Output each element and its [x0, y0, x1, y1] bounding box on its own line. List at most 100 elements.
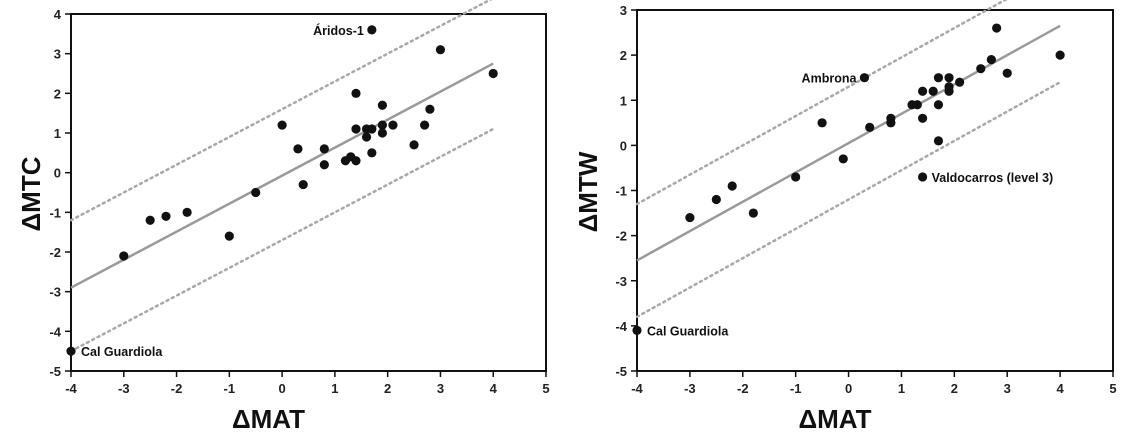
data-point [986, 55, 996, 65]
y-tick-label: 4 [54, 7, 62, 22]
y-tick-label: -1 [49, 205, 61, 220]
y-tick-label: -3 [49, 285, 61, 300]
x-tick-label: 2 [951, 381, 958, 396]
data-point [791, 172, 801, 182]
y-axis-label: ΔMTC [16, 156, 46, 231]
data-point [435, 45, 446, 55]
y-tick-label: -4 [615, 319, 627, 334]
data-point [319, 160, 329, 170]
point-annotation: Cal Guardiola [81, 345, 163, 359]
y-tick-label: -4 [49, 324, 61, 339]
upper-bound-line [69, 0, 493, 222]
data-point [992, 23, 1002, 33]
y-tick-label: 0 [54, 166, 61, 181]
data-point [632, 325, 642, 335]
y-tick-label: 2 [620, 48, 627, 63]
x-tick-label: 1 [898, 381, 905, 396]
data-point [420, 120, 430, 130]
data-point [711, 194, 721, 205]
data-point [918, 172, 928, 182]
data-point [912, 100, 922, 110]
data-point [748, 208, 758, 218]
x-axis-label: ΔMAT [232, 404, 305, 434]
x-axis-label: ΔMAT [798, 404, 871, 434]
x-tick-label: 5 [1109, 381, 1116, 396]
y-tick-label: -2 [49, 245, 61, 260]
data-point [727, 181, 737, 191]
data-point [933, 136, 944, 146]
data-point [928, 86, 938, 96]
data-point [918, 113, 928, 123]
y-tick-label: 1 [620, 93, 627, 108]
x-tick-label: 1 [331, 381, 338, 396]
x-tick-label: -1 [790, 381, 802, 396]
data-point [251, 187, 261, 198]
x-tick-label: 3 [1004, 381, 1011, 396]
data-point [933, 100, 944, 110]
upper-bound-line [635, 0, 1008, 206]
data-point [817, 118, 827, 128]
point-annotation: Áridos-1 [313, 23, 364, 38]
x-tick-label: 0 [845, 381, 852, 396]
lower-bound-line [635, 80, 1062, 319]
data-point [182, 207, 192, 217]
y-axis-label: ΔMTW [573, 151, 603, 232]
data-point [944, 73, 954, 83]
y-tick-label: -1 [615, 184, 627, 199]
data-point [918, 86, 928, 96]
x-tick-label: 3 [437, 381, 444, 396]
data-point [859, 73, 870, 83]
x-tick-label: -4 [65, 381, 77, 396]
x-tick-label: -1 [224, 381, 236, 396]
data-point [933, 73, 944, 83]
y-tick-label: 0 [620, 138, 627, 153]
x-tick-label: 0 [278, 381, 285, 396]
data-point [66, 346, 76, 356]
x-tick-label: -2 [171, 381, 183, 396]
data-point [976, 64, 986, 74]
data-point [351, 124, 361, 134]
data-point [1002, 68, 1012, 78]
data-point [944, 86, 954, 96]
lower-bound-line [69, 127, 495, 353]
point-annotation: Valdocarros (level 3) [932, 171, 1054, 185]
regression-line [70, 62, 494, 289]
x-tick-label: -4 [631, 381, 643, 396]
x-tick-label: 2 [384, 381, 391, 396]
chart-panel-2: -4 -3 -2 -1 0 1 2 3 4 5 -5 -4 -3 -2 -1 0 1 2 3 ΔMAT ΔMTW Cal … [573, 0, 1117, 434]
y-tick-label: -3 [615, 274, 627, 289]
x-tick-label: 4 [1056, 381, 1064, 396]
data-point [1055, 50, 1065, 60]
x-tick-label: -3 [118, 381, 130, 396]
x-tick-label: -2 [737, 381, 749, 396]
data-point [367, 124, 377, 134]
regression-line [636, 24, 1061, 262]
data-point [119, 251, 129, 261]
data-point [388, 120, 398, 130]
data-point [685, 212, 695, 223]
data-point [319, 144, 329, 154]
plot-frame [636, 9, 1114, 372]
data-point [293, 144, 303, 154]
y-tick-label: 3 [54, 47, 61, 62]
data-point [377, 128, 387, 138]
data-point [367, 148, 377, 158]
data-point [277, 120, 287, 130]
data-point [367, 25, 377, 35]
data-point [351, 156, 361, 166]
data-point [425, 104, 435, 114]
data-point [955, 77, 965, 87]
y-tick-label: -5 [49, 364, 61, 379]
chart-panel-1: -4 -3 -2 -1 0 1 2 3 4 5 -5 -4 -3 -2 -1 0 1 2 3 4 ΔMAT ΔMTC Cal… [16, 0, 550, 434]
data-point [409, 140, 419, 150]
point-annotation: Ambrona [802, 72, 858, 86]
data-point [886, 118, 896, 128]
y-tick-label: 3 [620, 3, 627, 18]
point-annotation: Cal Guardiola [647, 324, 729, 338]
data-point [351, 88, 361, 98]
data-point [838, 154, 848, 164]
data-point [377, 120, 387, 130]
data-point [488, 68, 498, 79]
y-tick-label: -5 [615, 364, 627, 379]
